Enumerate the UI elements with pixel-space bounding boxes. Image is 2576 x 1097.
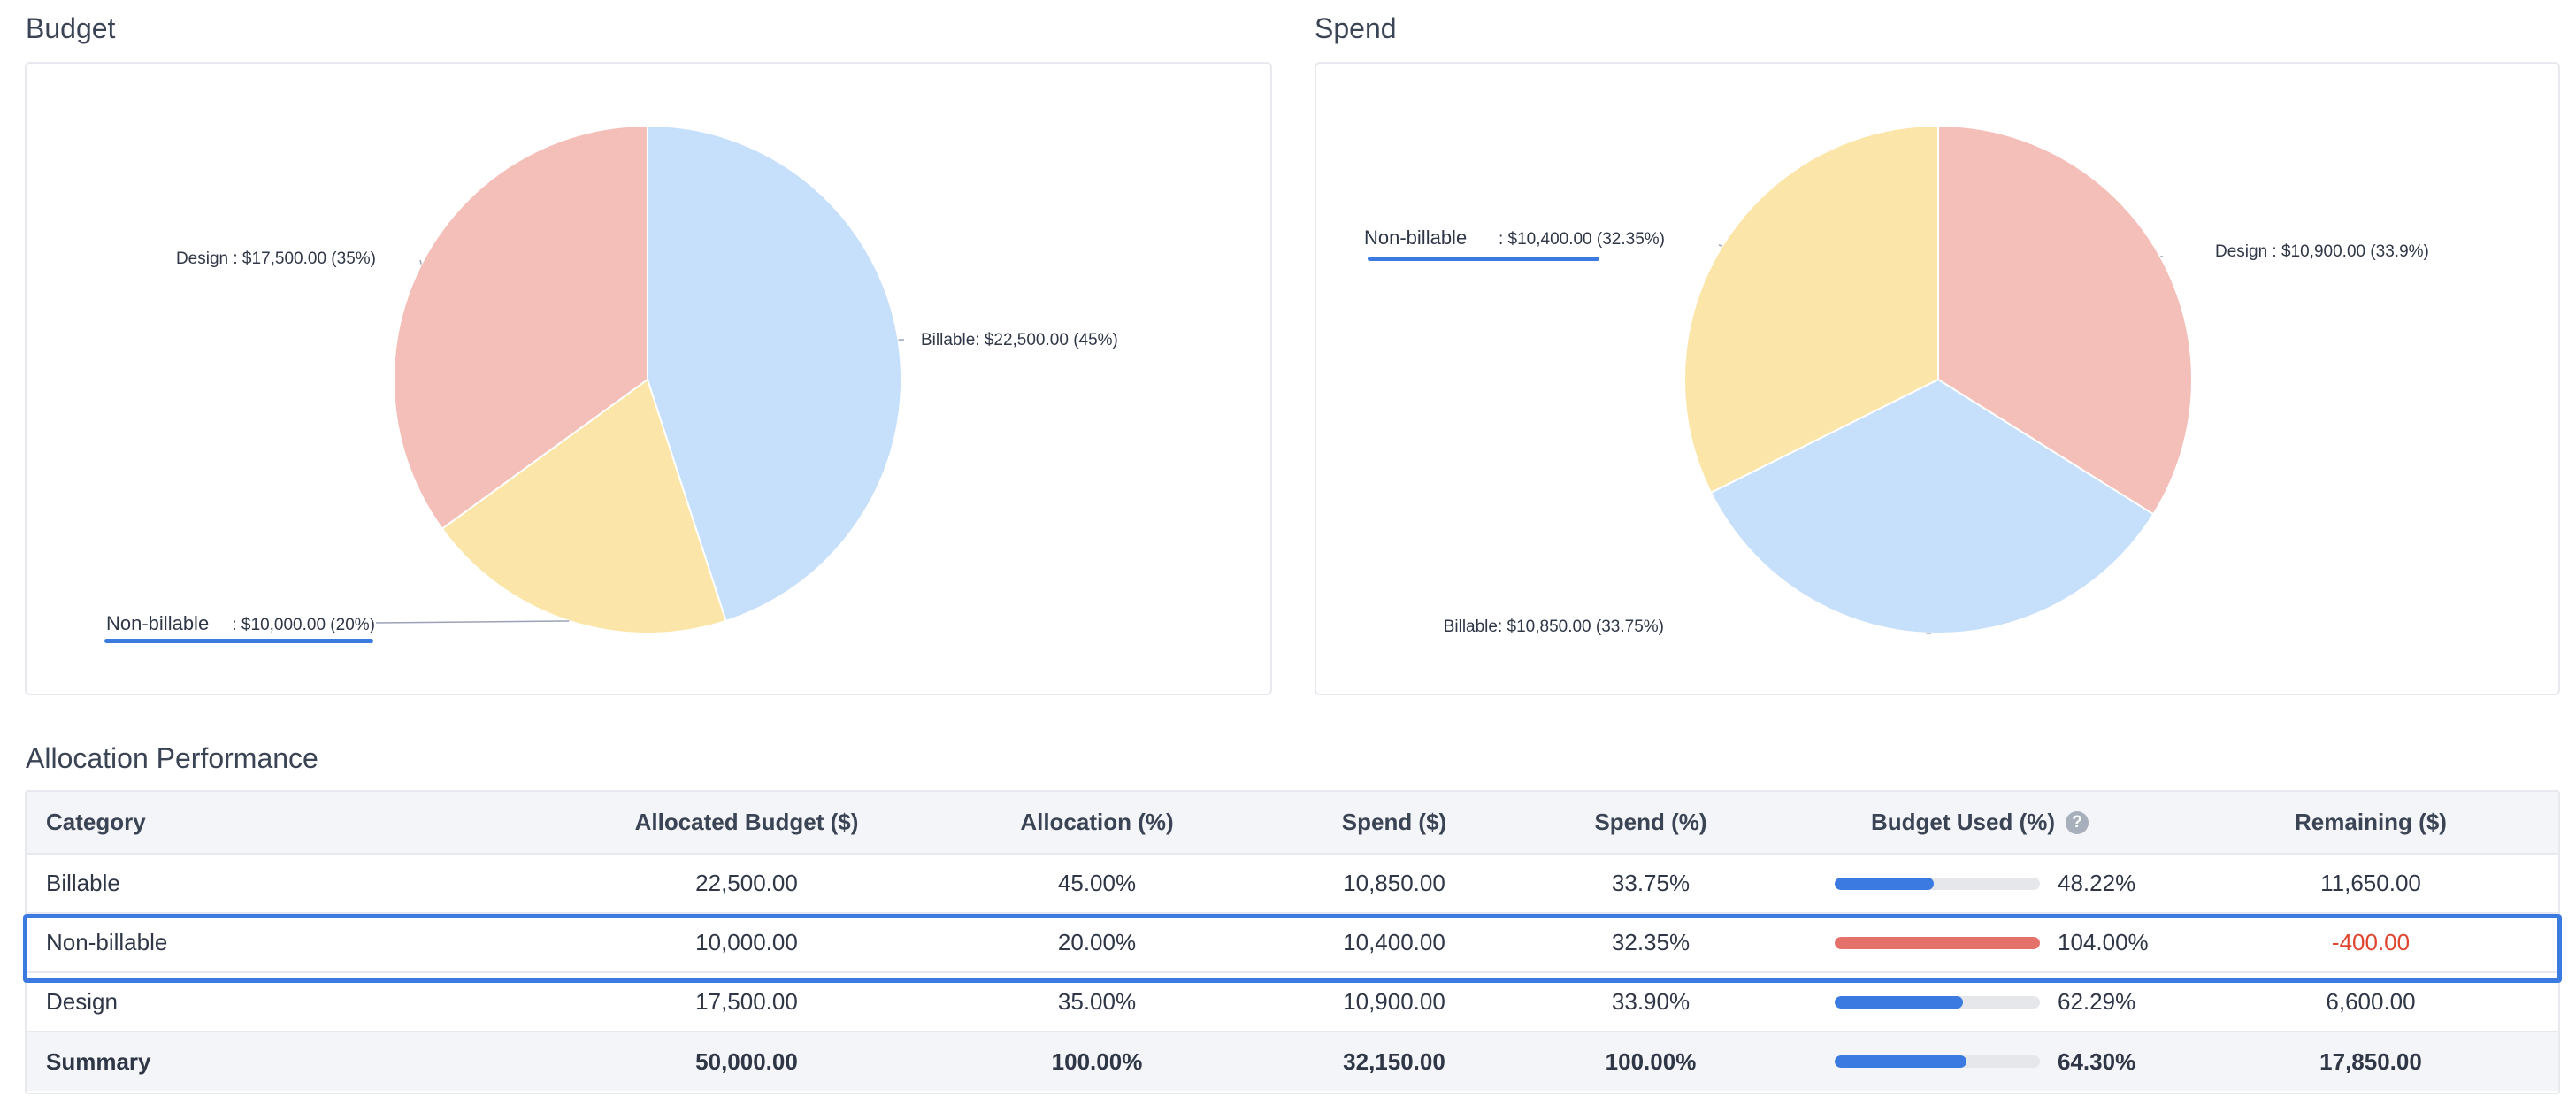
- budget-used-indicator: 64.30%: [1780, 1048, 2180, 1076]
- budget-used-indicator: 48.22%: [1780, 870, 2180, 897]
- spend-title: Spend: [1315, 12, 1397, 44]
- cell-spend-pct: 100.00%: [1605, 1047, 1697, 1075]
- summary-row[interactable]: Summary 50,000.00 100.00% 32,150.00 100.00% 6…: [27, 1032, 2558, 1091]
- cell-budget-used: 48.22%: [1780, 854, 2180, 913]
- budget-pie-chart: Billable: $22,500.00 (45%) : $10,000.00 (…: [104, 124, 1118, 643]
- progress-bar: [1835, 995, 2040, 1009]
- budget-used-value: 48.22%: [2058, 870, 2136, 896]
- pie-label-billable: Billable: $10,850.00 (33.75%): [1444, 618, 1664, 636]
- budget-used-value: 64.30%: [2058, 1047, 2136, 1075]
- pie-leader-line: [1718, 244, 1723, 247]
- cell-allocation-pct: 100.00%: [1051, 1047, 1143, 1075]
- cell-spend-pct: 33.75%: [1611, 870, 1690, 896]
- pie-label-non-billable: : $10,400.00 (32.35%): [1499, 230, 1665, 249]
- pie-label-design: Design : $10,900.00 (33.9%): [2215, 242, 2429, 261]
- column-header-budget-used[interactable]: Budget Used (%)?: [1780, 792, 2180, 854]
- cell-budget-used: 64.30%: [1780, 1032, 2180, 1091]
- cell-allocation-pct: 20.00%: [1057, 929, 1137, 955]
- budget-used-value: 104.00%: [2058, 929, 2149, 955]
- cell-allocation-pct: 45.00%: [1057, 870, 1137, 896]
- pie-slice-billable[interactable]: [1709, 378, 2155, 634]
- progress-bar: [1835, 936, 2040, 949]
- column-header-allocation-pct[interactable]: Allocation (%): [1020, 809, 1174, 835]
- cell-category: Non-billable: [46, 929, 168, 955]
- table-row[interactable]: Billable 22,500.00 45.00% 10,850.00 33.75% 48…: [27, 854, 2558, 913]
- table-row[interactable]: Non-billable 10,000.00 20.00% 10,400.00 32.3…: [27, 913, 2558, 972]
- cell-spend-pct: 32.35%: [1611, 929, 1690, 955]
- cell-remaining: 6,600.00: [2326, 988, 2416, 1015]
- cell-allocated: 22,500.00: [695, 870, 798, 896]
- budget-used-indicator: 104.00%: [1780, 929, 2180, 956]
- pie-leader-line: [375, 620, 570, 624]
- budget-chart-card: Billable: $22,500.00 (45%) : $10,000.00 (…: [25, 62, 1272, 695]
- cell-allocated: 50,000.00: [695, 1047, 798, 1075]
- cell-remaining: -400.00: [2331, 929, 2411, 955]
- cell-spend-pct: 33.90%: [1611, 988, 1690, 1015]
- pie-slice-design[interactable]: [393, 124, 648, 531]
- table-header-row: Category Allocated Budget ($) Allocation…: [27, 792, 2558, 854]
- question-circle-icon[interactable]: ?: [2066, 811, 2089, 834]
- cell-remaining: 17,850.00: [2319, 1047, 2422, 1075]
- cell-spend: 10,850.00: [1343, 870, 1445, 896]
- progress-bar-fill: [1835, 1055, 1967, 1068]
- cell-budget-used: 62.29%: [1780, 972, 2180, 1032]
- column-header-budget-used-label: Budget Used (%): [1871, 809, 2055, 835]
- progress-bar-fill: [1835, 936, 2040, 949]
- progress-bar-fill: [1835, 877, 1934, 890]
- annotation-label-non-billable: Non-billable: [1364, 226, 1467, 249]
- column-header-spend[interactable]: Spend ($): [1341, 809, 1447, 835]
- cell-spend: 10,900.00: [1343, 988, 1445, 1015]
- annotation-underline: [104, 639, 373, 643]
- allocation-table: Category Allocated Budget ($) Allocation…: [25, 790, 2560, 1094]
- cell-category: Billable: [46, 870, 120, 896]
- column-header-allocated[interactable]: Allocated Budget ($): [634, 809, 859, 835]
- cell-category: Summary: [46, 1047, 151, 1075]
- budget-used-value: 62.29%: [2058, 988, 2136, 1015]
- spend-chart-card: Design : $10,900.00 (33.9%) Billable: $10…: [1315, 62, 2560, 695]
- pie-label-billable: Billable: $22,500.00 (45%): [921, 331, 1118, 349]
- cell-category: Design: [46, 988, 118, 1015]
- budget-title: Budget: [26, 12, 116, 44]
- spend-pie-chart: Design : $10,900.00 (33.9%) Billable: $10…: [1364, 124, 2429, 636]
- budget-used-indicator: 62.29%: [1780, 988, 2180, 1016]
- pie-slice-design[interactable]: [1937, 124, 2193, 516]
- cell-spend: 32,150.00: [1343, 1047, 1445, 1075]
- annotation-label-non-billable: Non-billable: [106, 612, 209, 634]
- column-header-spend-pct[interactable]: Spend (%): [1594, 809, 1707, 835]
- progress-bar-fill: [1835, 995, 1963, 1009]
- cell-spend: 10,400.00: [1343, 929, 1445, 955]
- pie-label-design: Design : $17,500.00 (35%): [176, 249, 376, 268]
- pie-leader-line: [419, 259, 423, 265]
- pie-slice-billable[interactable]: [647, 124, 902, 623]
- allocation-performance-title: Allocation Performance: [26, 742, 318, 774]
- progress-bar: [1835, 877, 2040, 890]
- column-header-remaining[interactable]: Remaining ($): [2295, 809, 2447, 835]
- table-row[interactable]: Design 17,500.00 35.00% 10,900.00 33.90% 62.2…: [27, 972, 2558, 1032]
- column-header-category[interactable]: Category: [46, 809, 146, 835]
- progress-bar: [1835, 1055, 2040, 1068]
- cell-remaining: 11,650.00: [2320, 870, 2421, 896]
- cell-allocation-pct: 35.00%: [1057, 988, 1137, 1015]
- cell-budget-used: 104.00%: [1780, 913, 2180, 972]
- cell-allocated: 10,000.00: [695, 929, 798, 955]
- pie-label-non-billable: : $10,000.00 (20%): [232, 616, 375, 634]
- cell-allocated: 17,500.00: [695, 988, 798, 1015]
- annotation-underline: [1368, 257, 1599, 261]
